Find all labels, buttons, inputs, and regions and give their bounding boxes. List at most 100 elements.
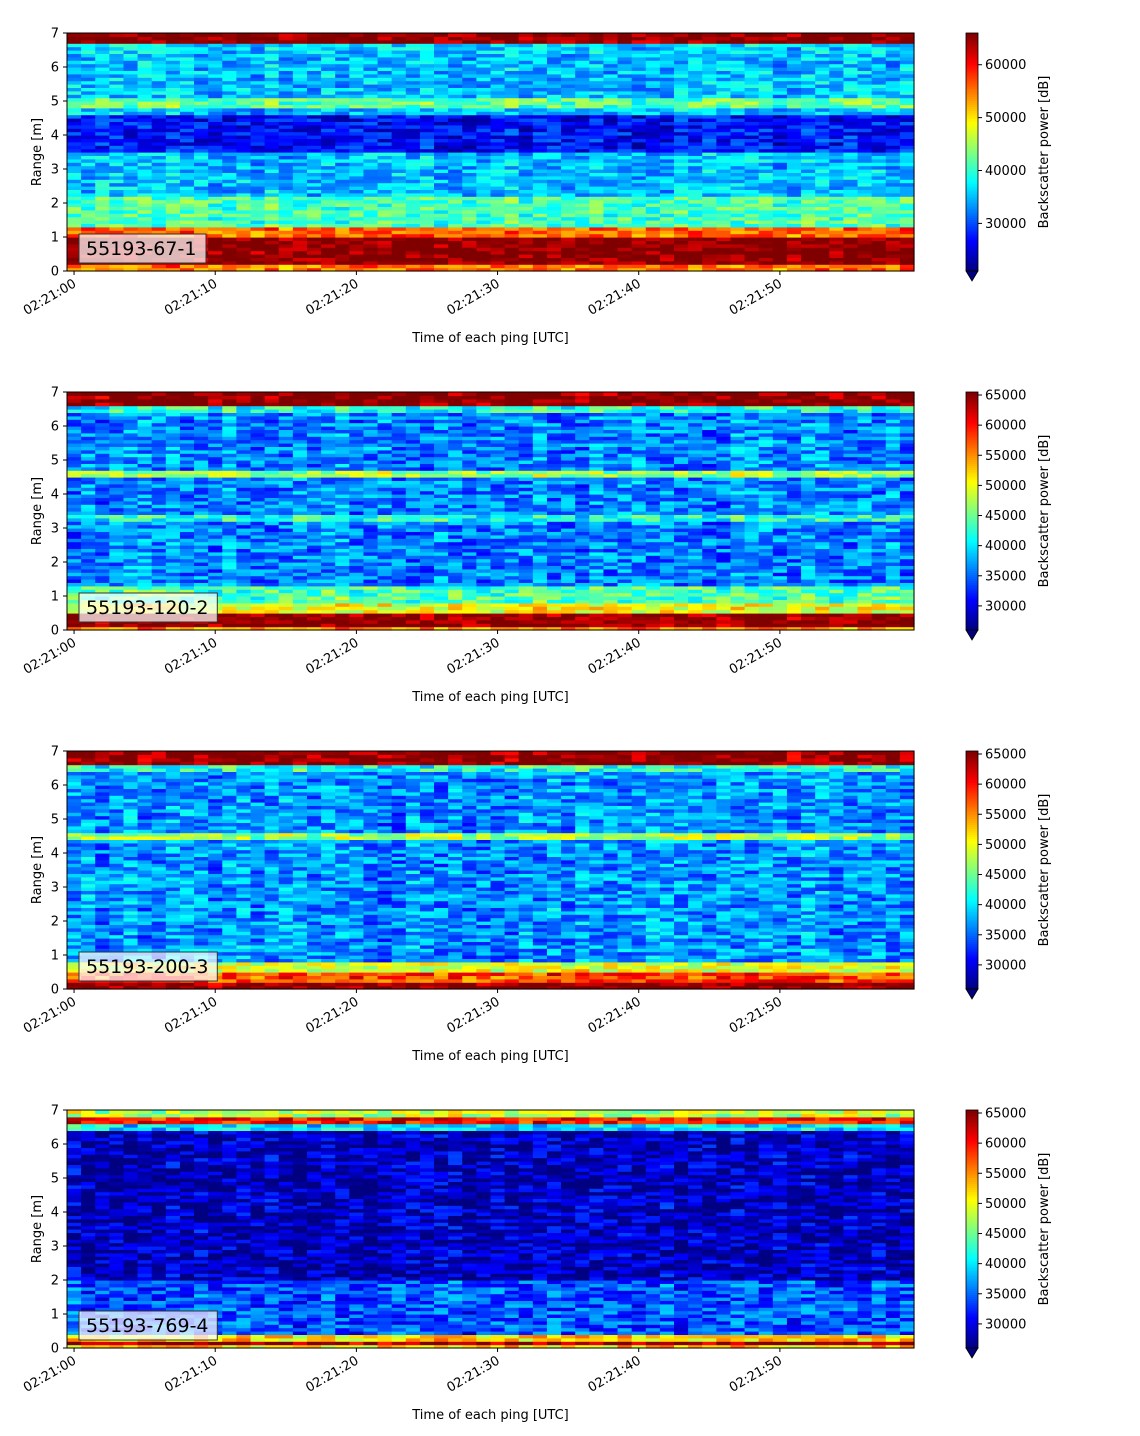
heatmap-cell bbox=[250, 199, 266, 204]
heatmap-cell bbox=[67, 33, 82, 37]
heatmap-cell bbox=[575, 192, 590, 197]
heatmap-cell bbox=[151, 131, 167, 136]
heatmap-cell bbox=[335, 158, 350, 163]
heatmap-cell bbox=[222, 175, 237, 180]
heatmap-cell bbox=[688, 131, 703, 136]
heatmap-cell bbox=[419, 226, 435, 231]
heatmap-cell bbox=[194, 223, 209, 228]
heatmap-cell bbox=[674, 175, 689, 180]
heatmap-cell bbox=[292, 155, 308, 160]
heatmap-cell bbox=[151, 223, 167, 228]
heatmap-cell bbox=[109, 97, 125, 102]
heatmap-cell bbox=[95, 148, 110, 153]
heatmap-cell bbox=[250, 233, 266, 238]
heatmap-cell bbox=[67, 84, 82, 88]
heatmap-cell bbox=[716, 226, 732, 231]
heatmap-cell bbox=[67, 226, 82, 231]
heatmap-cell bbox=[179, 223, 195, 228]
heatmap-cell bbox=[95, 182, 110, 187]
heatmap-cell bbox=[194, 203, 209, 207]
heatmap-cell bbox=[137, 104, 153, 109]
heatmap-cell bbox=[236, 60, 252, 65]
heatmap-cell bbox=[194, 80, 209, 85]
y-tick-label: 3 bbox=[51, 163, 59, 178]
x-tick-label: 02:21:10 bbox=[162, 276, 220, 318]
heatmap-cell bbox=[306, 43, 322, 48]
heatmap-cell bbox=[363, 230, 379, 235]
heatmap-cell bbox=[264, 172, 280, 177]
heatmap-cell bbox=[208, 155, 223, 160]
heatmap-cell bbox=[674, 131, 689, 136]
heatmap-cell bbox=[885, 165, 901, 170]
heatmap-cell bbox=[772, 216, 788, 221]
heatmap-cell bbox=[250, 77, 266, 82]
heatmap-cell bbox=[109, 135, 125, 139]
heatmap-cell bbox=[885, 141, 901, 146]
heatmap-cell bbox=[292, 223, 308, 228]
heatmap-cell bbox=[179, 216, 195, 221]
heatmap-cell bbox=[815, 175, 830, 180]
heatmap-cell bbox=[250, 121, 266, 126]
heatmap-cell bbox=[335, 94, 350, 99]
heatmap-cell bbox=[236, 203, 252, 207]
heatmap-cell bbox=[335, 172, 350, 177]
heatmap-cell bbox=[278, 63, 294, 68]
heatmap-cell bbox=[674, 33, 689, 37]
heatmap-cell bbox=[95, 104, 110, 109]
heatmap-cell bbox=[179, 33, 195, 37]
heatmap-cell bbox=[617, 243, 633, 248]
heatmap-cell bbox=[857, 148, 873, 153]
heatmap-cell bbox=[363, 169, 379, 173]
heatmap-cell bbox=[306, 94, 322, 99]
heatmap-cell bbox=[617, 131, 633, 136]
heatmap-cell bbox=[377, 250, 393, 255]
heatmap-cell bbox=[194, 128, 209, 133]
heatmap-cell bbox=[702, 199, 717, 204]
heatmap-cell bbox=[504, 148, 520, 153]
heatmap-cell bbox=[278, 250, 294, 255]
heatmap-cell bbox=[617, 141, 633, 146]
heatmap-cell bbox=[264, 77, 280, 82]
heatmap-cell bbox=[179, 131, 195, 136]
heatmap-cell bbox=[335, 169, 350, 173]
heatmap-cell bbox=[123, 152, 139, 156]
heatmap-cell bbox=[67, 128, 82, 133]
heatmap-cell bbox=[109, 192, 125, 197]
heatmap-cell bbox=[278, 237, 294, 241]
heatmap-cell bbox=[899, 199, 915, 204]
heatmap-cell bbox=[81, 196, 96, 201]
heatmap-cell bbox=[603, 216, 619, 221]
heatmap-cell bbox=[885, 182, 901, 187]
y-tick-label: 7 bbox=[51, 27, 59, 42]
heatmap-cell bbox=[67, 213, 82, 218]
heatmap-cell bbox=[278, 118, 294, 122]
heatmap-cell bbox=[857, 175, 873, 180]
heatmap-cell bbox=[278, 260, 294, 265]
heatmap-cell bbox=[321, 220, 336, 224]
heatmap-cell bbox=[575, 165, 590, 170]
heatmap-cell bbox=[81, 97, 96, 102]
heatmap-cell bbox=[137, 155, 153, 160]
heatmap-cell bbox=[857, 233, 873, 238]
heatmap-cell bbox=[95, 141, 110, 146]
heatmap-cell bbox=[81, 90, 96, 95]
heatmap-cell bbox=[165, 60, 181, 65]
heatmap-cell bbox=[264, 206, 280, 211]
heatmap-cell bbox=[476, 216, 492, 221]
heatmap-cell bbox=[504, 226, 520, 231]
heatmap-cell bbox=[236, 114, 252, 119]
heatmap-cell bbox=[137, 46, 153, 51]
heatmap-cell bbox=[532, 131, 548, 136]
heatmap-cell bbox=[772, 233, 788, 238]
heatmap-cell bbox=[391, 209, 407, 214]
heatmap-cell bbox=[674, 216, 689, 221]
heatmap-cell bbox=[250, 141, 266, 146]
heatmap-cell bbox=[716, 165, 732, 170]
heatmap-cell bbox=[137, 220, 153, 224]
heatmap-cell bbox=[123, 264, 139, 269]
heatmap-cell bbox=[321, 267, 336, 272]
heatmap-cell bbox=[349, 172, 365, 177]
heatmap-cell bbox=[208, 111, 223, 116]
heatmap-cell bbox=[419, 33, 435, 37]
heatmap-cell bbox=[772, 158, 788, 163]
